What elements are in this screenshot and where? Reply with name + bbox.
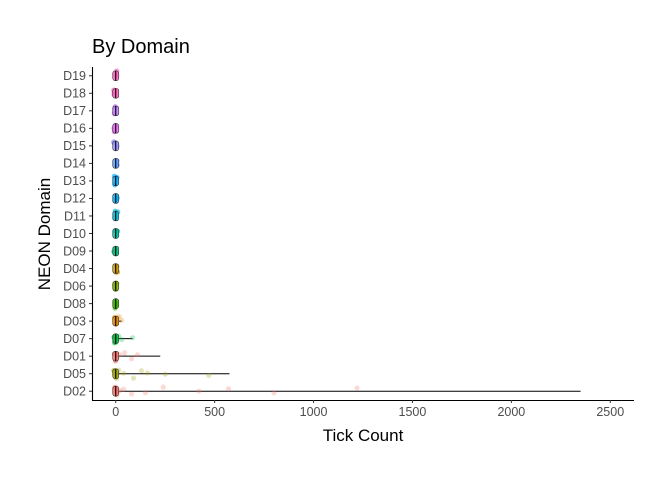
series-d06 xyxy=(112,279,120,292)
y-tick-label: D16 xyxy=(63,122,86,136)
y-tick-label: D03 xyxy=(63,314,86,328)
series-d09 xyxy=(111,245,120,257)
x-tick-label: 1500 xyxy=(399,405,427,419)
data-point xyxy=(130,375,137,381)
data-point xyxy=(121,386,127,392)
x-tick-label: 0 xyxy=(112,405,119,419)
data-point xyxy=(160,384,166,390)
x-axis-title: Tick Count xyxy=(323,426,404,445)
data-point xyxy=(128,356,135,362)
x-tick-label: 2000 xyxy=(497,405,525,419)
y-tick-label: D17 xyxy=(63,104,86,118)
data-point xyxy=(206,372,212,378)
y-tick-label: D02 xyxy=(63,385,86,399)
series-d18 xyxy=(111,87,120,99)
data-point xyxy=(225,386,232,392)
y-tick-label: D07 xyxy=(63,332,86,346)
y-axis-title: NEON Domain xyxy=(35,178,54,290)
series-d10 xyxy=(112,228,121,239)
series-d17 xyxy=(111,104,120,117)
data-point xyxy=(142,390,149,396)
y-tick-label: D15 xyxy=(63,139,86,153)
y-tick-label: D01 xyxy=(63,349,86,363)
series-d13 xyxy=(111,173,120,188)
data-point xyxy=(144,370,150,376)
y-tick-label: D09 xyxy=(63,244,86,258)
y-tick-label: D08 xyxy=(63,297,86,311)
chart-title: By Domain xyxy=(92,36,190,58)
series-d08 xyxy=(112,298,120,311)
y-tick-label: D11 xyxy=(64,209,86,223)
data-point xyxy=(119,337,125,343)
y-tick-label: D10 xyxy=(63,227,86,241)
y-tick-label: D18 xyxy=(63,87,86,101)
plot-area xyxy=(111,68,581,398)
series-d16 xyxy=(111,123,120,135)
series-d04 xyxy=(112,263,121,276)
data-point xyxy=(354,385,360,391)
y-tick-label: D06 xyxy=(63,279,86,293)
series-d07 xyxy=(111,333,136,346)
data-point xyxy=(134,352,141,358)
data-point xyxy=(271,390,277,396)
series-d03 xyxy=(112,314,125,327)
series-d05 xyxy=(111,367,230,381)
x-tick-label: 1000 xyxy=(300,405,328,419)
series-d12 xyxy=(112,193,120,204)
axes: D02 D05 D01 D07 D03 D08 D06 D04 D09 D10 D11 D12 D13 D… xyxy=(63,69,624,419)
y-tick-label: D05 xyxy=(63,367,86,381)
data-point xyxy=(138,368,145,374)
series-d15 xyxy=(111,139,120,152)
y-tick-label: D14 xyxy=(63,157,86,171)
series-d02 xyxy=(112,384,581,398)
series-d01 xyxy=(111,350,161,364)
y-tick-label: D19 xyxy=(63,69,86,83)
series-d14 xyxy=(112,158,120,169)
series-d19 xyxy=(112,68,120,81)
x-tick-label: 2500 xyxy=(596,405,624,419)
y-tick-label: D12 xyxy=(63,192,86,206)
x-tick-label: 500 xyxy=(204,405,225,419)
data-point xyxy=(162,371,168,377)
y-tick-label: D04 xyxy=(63,262,86,276)
data-point xyxy=(128,391,135,397)
data-point xyxy=(129,335,136,341)
data-point xyxy=(122,350,128,356)
data-point xyxy=(119,317,125,323)
data-point xyxy=(121,370,127,376)
data-point xyxy=(196,388,202,394)
series-d11 xyxy=(112,208,121,222)
y-tick-label: D13 xyxy=(63,174,86,188)
